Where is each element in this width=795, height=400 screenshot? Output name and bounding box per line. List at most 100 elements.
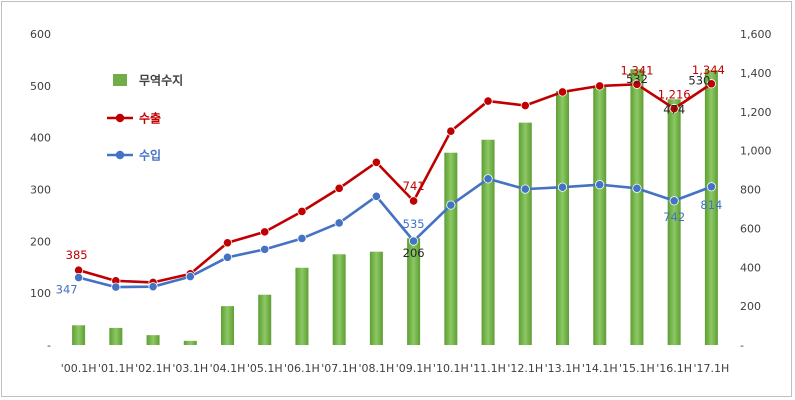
x-tick-label: '08.1H	[358, 362, 394, 375]
bar-4	[221, 306, 234, 345]
x-tick-label: '17.1H	[693, 362, 729, 375]
point-1-5	[260, 227, 270, 237]
point-1-9	[409, 196, 419, 206]
bar-3	[183, 340, 197, 345]
data-label-1-16: 1,216	[658, 88, 691, 102]
point-1-6	[297, 206, 307, 217]
x-tick-label: '11.1H	[470, 362, 506, 375]
x-tick-label: '15.1H	[619, 362, 655, 375]
point-1-16	[669, 104, 679, 114]
point-2-10	[446, 200, 456, 210]
point-1-14	[595, 81, 605, 91]
right-tick-label: 600	[740, 222, 761, 235]
legend-marker-2	[115, 150, 125, 160]
lines-group	[74, 79, 716, 292]
point-1-12	[520, 100, 530, 111]
point-2-16	[669, 196, 679, 206]
point-2-11	[483, 174, 493, 184]
bar-1	[109, 327, 123, 345]
point-2-2	[148, 282, 158, 292]
left-tick-label: 200	[30, 235, 51, 248]
bar-8	[369, 251, 383, 345]
x-tick-label: '04.1H	[210, 362, 246, 375]
line-line-2	[78, 177, 712, 289]
right-tick-label: 1,600	[740, 28, 772, 41]
right-tick-label: -	[740, 339, 744, 352]
bar-13	[556, 91, 569, 346]
legend-label-1: 수출	[139, 111, 161, 126]
bar-12	[518, 122, 532, 345]
point-1-4	[222, 238, 233, 248]
left-tick-label: 500	[30, 80, 51, 93]
left-tick-label: 600	[30, 28, 51, 41]
point-2-9	[409, 236, 419, 246]
x-tick-label: '00.1H	[61, 362, 97, 375]
left-tick-label: 300	[30, 184, 51, 197]
bar-11	[481, 139, 495, 345]
data-label-0-17: 530	[688, 73, 710, 87]
x-tick-label: '09.1H	[396, 362, 432, 375]
data-label-1-9: 741	[403, 179, 425, 193]
bar-17	[704, 70, 718, 346]
x-tick-label: '14.1H	[582, 362, 618, 375]
right-tick-label: 1,400	[740, 67, 772, 80]
right-tick-label: 1,200	[740, 106, 772, 119]
bar-0	[72, 325, 86, 345]
point-2-15	[632, 183, 642, 193]
data-label-2-0: 347	[56, 283, 78, 297]
data-label-2-16: 742	[663, 210, 685, 224]
point-2-17	[706, 182, 716, 192]
legend-label-2: 수입	[139, 149, 161, 163]
point-2-3	[185, 271, 195, 282]
left-tick-label: 100	[30, 287, 51, 300]
x-tick-label: '13.1H	[545, 362, 581, 375]
point-1-10	[446, 126, 456, 136]
left-axis: - 100 200 300 400 500 600	[30, 28, 51, 352]
right-tick-label: 200	[740, 300, 761, 313]
point-2-4	[222, 252, 233, 262]
left-tick-label: -	[47, 339, 51, 352]
data-label-2-17: 814	[700, 198, 722, 212]
data-label-0-15: 532	[626, 72, 648, 86]
point-2-1	[111, 282, 121, 292]
data-label-1-15: 1,341	[620, 63, 653, 77]
left-tick-label: 400	[30, 132, 51, 145]
line-line-1	[78, 82, 713, 284]
bar-16	[667, 99, 681, 345]
point-2-8	[371, 191, 381, 201]
data-label-0-16: 474	[663, 102, 685, 116]
bar-7	[332, 254, 346, 345]
x-axis: '00.1H '01.1H '02.1H '03.1H '04.1H '05.1H '06.…	[61, 362, 730, 375]
legend-marker-1	[115, 113, 125, 123]
x-tick-label: '10.1H	[433, 362, 469, 375]
data-label-2-9: 535	[403, 217, 425, 231]
point-1-7	[334, 183, 344, 193]
bar-9	[407, 238, 421, 345]
point-1-17	[706, 79, 716, 89]
x-tick-label: '01.1H	[98, 362, 134, 375]
point-2-13	[557, 182, 568, 192]
x-tick-label: '03.1H	[172, 362, 208, 375]
point-2-14	[595, 180, 605, 190]
right-tick-label: 800	[740, 184, 761, 197]
x-tick-label: '07.1H	[321, 362, 357, 375]
x-tick-label: '06.1H	[284, 362, 320, 375]
bar-14	[593, 85, 607, 345]
point-2-5	[260, 244, 270, 254]
legend-label-0: 무역수지	[139, 73, 183, 88]
right-tick-label: 400	[740, 261, 761, 274]
point-1-11	[483, 96, 493, 106]
bar-5	[258, 294, 272, 345]
x-tick-label: '16.1H	[656, 362, 692, 375]
bar-6	[295, 267, 309, 345]
right-axis: - 200 400 600 800 1,000 1,200 1,400 1,600	[740, 28, 772, 352]
data-label-1-0: 385	[66, 248, 88, 262]
point-2-6	[297, 233, 307, 244]
bar-2	[146, 335, 160, 345]
data-label-1-17: 1,344	[692, 63, 725, 77]
bar-10	[444, 152, 458, 345]
point-1-8	[371, 157, 381, 167]
